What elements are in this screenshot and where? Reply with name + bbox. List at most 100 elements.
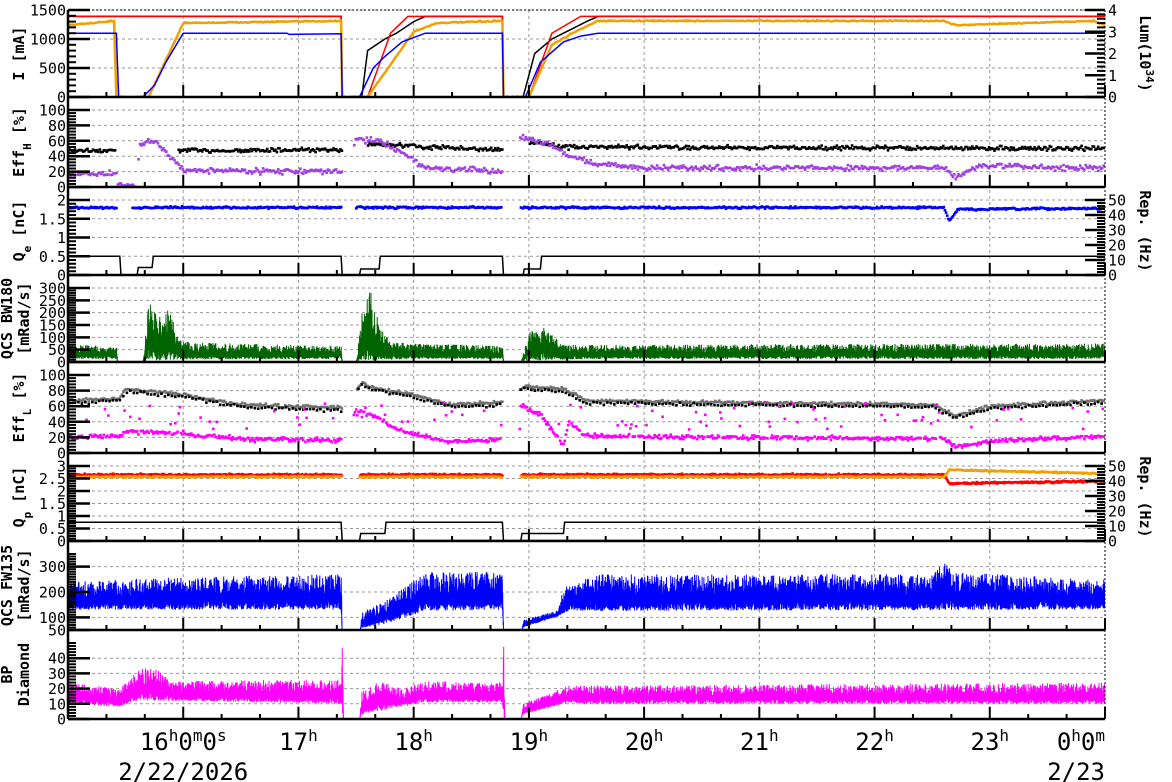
black-effh-point <box>843 147 847 150</box>
gray-effl-point <box>868 400 872 404</box>
black-effh-point <box>369 142 373 146</box>
black-effh-point <box>235 148 239 151</box>
gray-effl-point <box>488 401 492 405</box>
black-effh-point <box>368 141 371 145</box>
purple-effh-point <box>975 165 978 168</box>
purple-effh-point <box>896 168 899 171</box>
gray-effl-point <box>807 403 811 407</box>
magenta-effl-point <box>768 425 772 428</box>
black-effh-point <box>546 143 550 146</box>
purple-effh-point <box>760 167 764 171</box>
magenta-effl-point <box>1047 436 1050 440</box>
black-effh-point <box>101 150 104 154</box>
gray-effl-point <box>418 395 421 398</box>
purple-effh-point <box>325 171 328 175</box>
black-effh-point <box>629 145 633 148</box>
gray-effl-point <box>93 398 96 401</box>
black-effh-point <box>1052 148 1056 151</box>
magenta-effl-point <box>735 435 738 439</box>
gray-effl-point <box>329 404 333 408</box>
black-effh-point <box>1023 145 1027 149</box>
purple-effh-point <box>231 168 234 171</box>
magenta-effl-point <box>680 434 684 437</box>
gray-effl-point <box>943 408 946 412</box>
gray-effl-point <box>1001 403 1005 406</box>
purple-effh-point <box>220 168 223 172</box>
purple-effh-point <box>716 163 720 167</box>
magenta-effl-point <box>994 438 997 442</box>
purple-effh-point <box>307 170 310 173</box>
gray-effl-point <box>796 402 800 405</box>
blue-qe-point <box>387 206 390 210</box>
purple-effh-point <box>839 166 843 169</box>
gray-effl-point <box>88 397 92 401</box>
gray-effl-point <box>901 402 905 406</box>
magenta-effl-point <box>253 440 257 444</box>
black-effh-point <box>784 145 787 149</box>
black-effh-point <box>720 146 724 149</box>
magenta-effl-point <box>248 440 252 443</box>
purple-effh-point <box>754 167 757 171</box>
gray-effl-point <box>744 401 747 404</box>
purple-effh-point <box>137 158 140 161</box>
purple-effh-point <box>332 169 335 172</box>
gray-effl-point <box>700 400 703 403</box>
magenta-effl-point <box>960 446 964 450</box>
black-effh-point <box>785 146 789 149</box>
purple-effh-point <box>552 146 555 149</box>
magenta-effl-point <box>934 437 937 440</box>
magenta-effl-point <box>765 401 768 404</box>
gray-effl-point <box>947 409 951 413</box>
gray-effl-point <box>545 386 548 389</box>
gray-effl-point <box>290 405 294 408</box>
gray-effl-point <box>473 401 476 405</box>
gray-effl-point <box>1081 400 1085 403</box>
black-effl-point <box>951 416 955 419</box>
black-effl-point <box>550 389 554 393</box>
black-effl-point <box>139 390 142 393</box>
black-effh-point <box>97 150 100 154</box>
magenta-effl-point <box>922 437 926 440</box>
black-effh-point <box>961 148 964 152</box>
gray-effl-point <box>729 400 732 404</box>
magenta-effl-point <box>314 438 318 442</box>
black-effl-point <box>993 406 996 409</box>
purple-effh-point <box>749 167 753 171</box>
magenta-effl-point <box>450 410 454 413</box>
black-effh-point <box>296 148 299 151</box>
gray-effl-point <box>487 402 490 405</box>
gray-effl-point <box>935 404 938 408</box>
black-effh-point <box>188 149 192 152</box>
gray-effl-point <box>1052 401 1056 405</box>
black-effh-point <box>82 150 85 153</box>
black-effh-point <box>1030 147 1034 151</box>
black-effh-point <box>429 145 432 148</box>
purple-effh-point <box>910 165 913 168</box>
purple-effh-point <box>97 171 100 175</box>
black-effh-point <box>76 149 80 153</box>
gray-effl-point <box>256 403 259 406</box>
black-effl-point <box>440 402 443 405</box>
magenta-effl-point <box>177 412 180 415</box>
purple-effh-point <box>76 173 80 176</box>
black-effh-point <box>419 145 422 148</box>
magenta-effl-point <box>422 434 426 438</box>
purple-effh-point <box>196 168 200 172</box>
black-effh-point <box>639 147 642 150</box>
black-effl-point <box>187 395 191 399</box>
magenta-effl-point <box>354 408 358 411</box>
black-effl-point <box>498 402 502 406</box>
black-effl-point <box>284 406 288 409</box>
purple-effh-point <box>577 157 580 161</box>
purple-effh-point <box>700 166 703 169</box>
gray-effl-point <box>337 405 341 409</box>
purple-effh-point <box>791 166 794 170</box>
gray-effl-point <box>373 387 377 390</box>
gray-effl-point <box>698 401 702 404</box>
purple-effh-point <box>738 168 742 172</box>
magenta-effl-point <box>521 403 525 406</box>
black-effh-point <box>654 145 657 148</box>
purple-effh-point <box>1080 166 1083 170</box>
black-effh-point <box>473 146 476 149</box>
black-effh-point <box>453 148 457 151</box>
